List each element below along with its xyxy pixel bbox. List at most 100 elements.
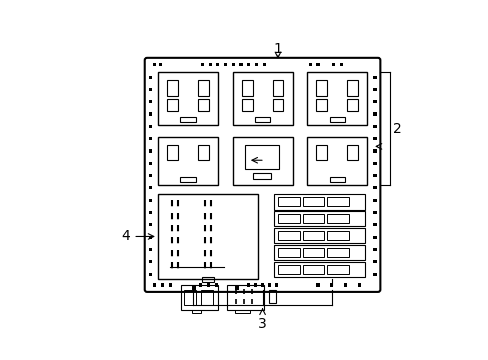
- Bar: [153, 63, 156, 66]
- Bar: [148, 174, 151, 177]
- Bar: [274, 228, 364, 243]
- Bar: [252, 172, 270, 179]
- Bar: [277, 265, 299, 274]
- Bar: [148, 273, 151, 276]
- Bar: [326, 248, 348, 257]
- Bar: [272, 99, 283, 111]
- Bar: [148, 211, 151, 214]
- Bar: [274, 262, 364, 277]
- Bar: [326, 265, 348, 274]
- Bar: [180, 117, 195, 122]
- Bar: [346, 99, 357, 111]
- Bar: [373, 174, 376, 177]
- Bar: [254, 117, 270, 122]
- Bar: [373, 260, 376, 264]
- Text: 4: 4: [121, 229, 130, 243]
- Bar: [191, 310, 201, 314]
- Bar: [373, 248, 376, 251]
- Bar: [277, 248, 299, 257]
- Bar: [234, 310, 250, 314]
- Bar: [148, 223, 151, 226]
- Bar: [373, 137, 376, 140]
- Bar: [373, 186, 376, 189]
- FancyBboxPatch shape: [144, 58, 380, 292]
- Bar: [216, 63, 219, 66]
- Bar: [148, 186, 151, 189]
- Bar: [159, 63, 162, 66]
- Bar: [373, 236, 376, 239]
- Bar: [201, 63, 203, 66]
- Bar: [357, 283, 360, 287]
- Bar: [244, 145, 278, 170]
- Bar: [148, 100, 151, 103]
- Bar: [226, 285, 264, 310]
- Bar: [373, 211, 376, 214]
- Bar: [326, 231, 348, 240]
- Bar: [302, 265, 324, 274]
- Bar: [261, 283, 264, 287]
- Bar: [316, 80, 326, 95]
- Bar: [254, 63, 257, 66]
- Bar: [254, 283, 257, 287]
- Bar: [316, 145, 326, 160]
- Text: 2: 2: [392, 122, 401, 136]
- Bar: [331, 63, 334, 66]
- Bar: [329, 117, 344, 122]
- Bar: [208, 63, 211, 66]
- Bar: [148, 137, 151, 140]
- Bar: [161, 283, 163, 287]
- Bar: [232, 137, 292, 185]
- Bar: [167, 145, 178, 160]
- Bar: [148, 149, 151, 153]
- Bar: [344, 283, 346, 287]
- Bar: [308, 63, 311, 66]
- Bar: [302, 197, 324, 206]
- Bar: [316, 63, 319, 66]
- Bar: [231, 63, 234, 66]
- Bar: [148, 88, 151, 91]
- Bar: [183, 289, 196, 305]
- Bar: [268, 289, 276, 303]
- Bar: [241, 99, 252, 111]
- Bar: [329, 283, 333, 287]
- Bar: [373, 162, 376, 165]
- Bar: [167, 80, 178, 95]
- Bar: [267, 283, 270, 287]
- Bar: [316, 99, 326, 111]
- Bar: [168, 283, 171, 287]
- Bar: [148, 76, 151, 78]
- Bar: [346, 145, 357, 160]
- Bar: [373, 273, 376, 276]
- Bar: [199, 283, 202, 287]
- Bar: [329, 177, 344, 182]
- Bar: [153, 283, 156, 287]
- Bar: [158, 72, 218, 125]
- Bar: [234, 285, 239, 289]
- Text: 1: 1: [273, 42, 282, 57]
- Bar: [326, 197, 348, 206]
- Bar: [148, 248, 151, 251]
- Bar: [207, 283, 210, 287]
- Bar: [198, 145, 208, 160]
- Bar: [302, 248, 324, 257]
- Bar: [302, 231, 324, 240]
- Bar: [274, 194, 364, 210]
- Bar: [373, 100, 376, 103]
- Bar: [201, 289, 213, 305]
- Bar: [272, 80, 283, 95]
- Bar: [262, 63, 265, 66]
- Bar: [224, 63, 226, 66]
- Bar: [241, 80, 252, 95]
- Bar: [180, 177, 195, 182]
- Bar: [198, 80, 208, 95]
- Bar: [198, 99, 208, 111]
- Bar: [148, 236, 151, 239]
- Bar: [148, 260, 151, 264]
- Bar: [373, 88, 376, 91]
- Bar: [373, 199, 376, 202]
- Bar: [306, 137, 366, 185]
- Bar: [274, 211, 364, 226]
- Bar: [373, 76, 376, 78]
- Bar: [148, 199, 151, 202]
- Bar: [274, 245, 364, 260]
